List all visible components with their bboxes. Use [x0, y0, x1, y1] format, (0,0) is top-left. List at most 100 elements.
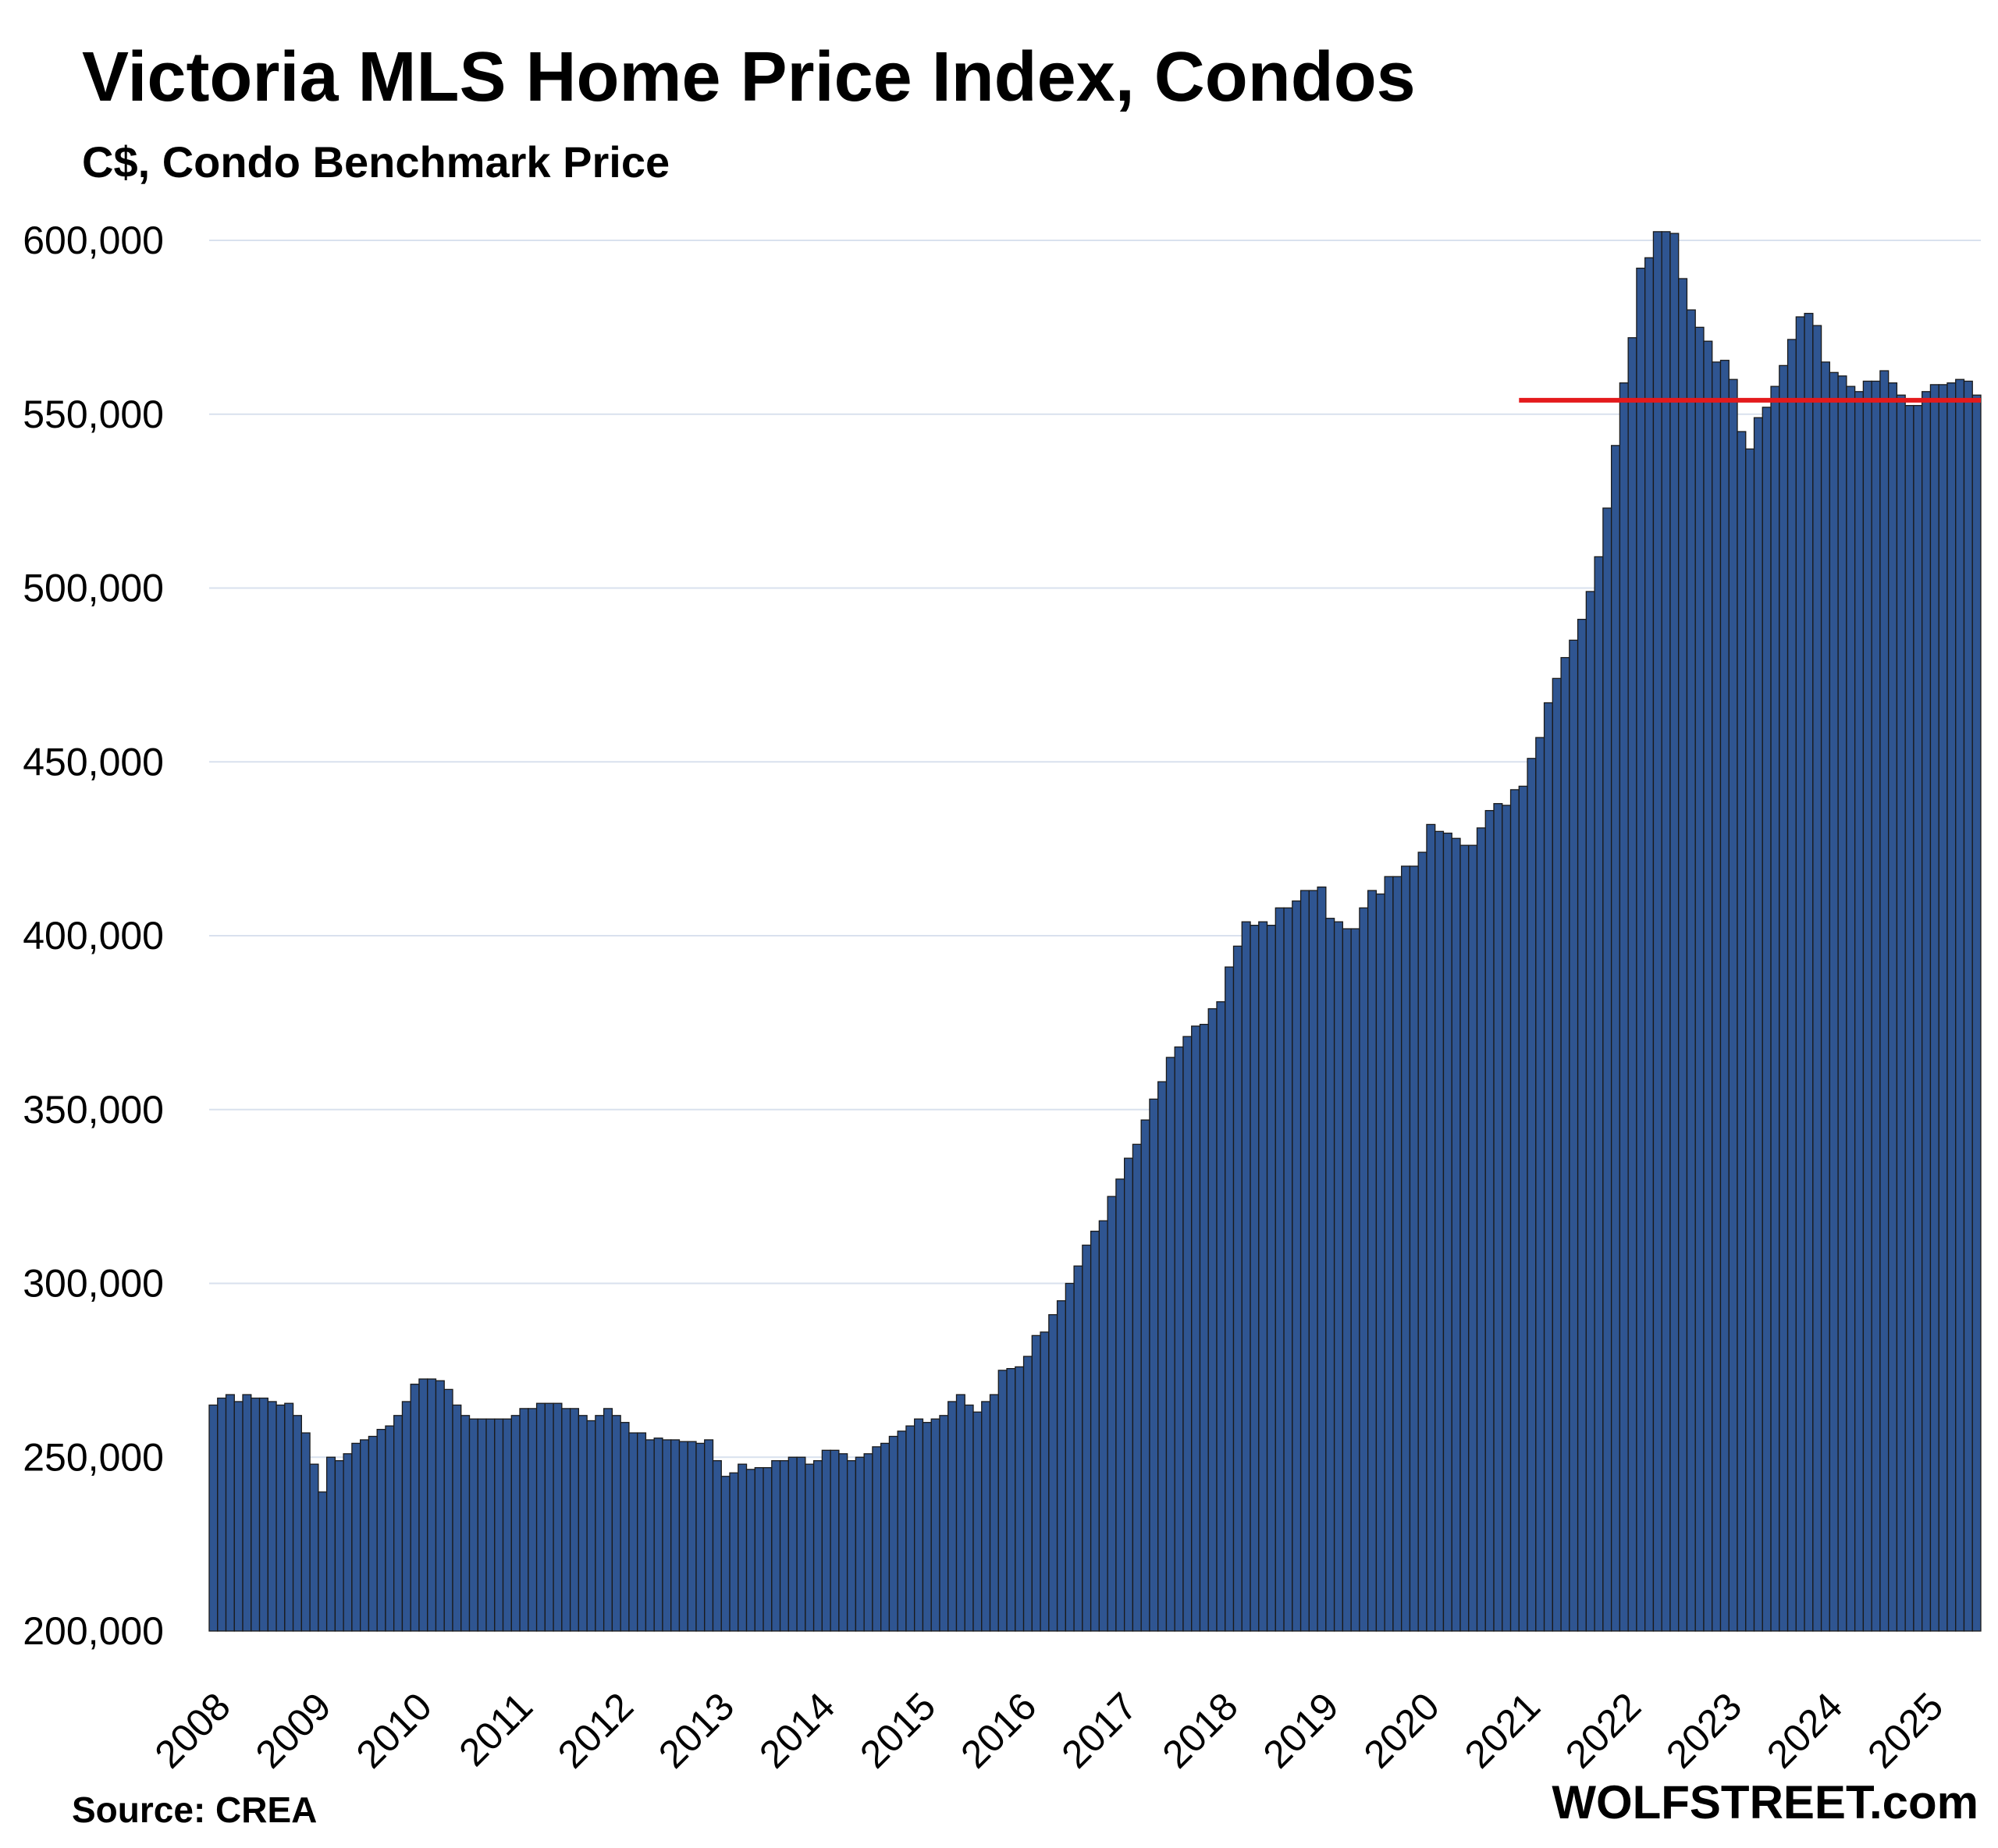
bar [1207, 1008, 1218, 1632]
bar [1451, 837, 1461, 1632]
bar [1728, 378, 1738, 1632]
bar [1199, 1023, 1209, 1632]
bar [1678, 278, 1688, 1632]
bar [1140, 1119, 1150, 1632]
bar [754, 1466, 764, 1632]
bar [569, 1408, 580, 1632]
bars [208, 231, 1982, 1632]
bar [1535, 737, 1545, 1632]
bar [1065, 1282, 1075, 1632]
bar [704, 1439, 714, 1632]
bar [1737, 431, 1747, 1632]
bar [1669, 233, 1680, 1632]
bar [1031, 1334, 1041, 1632]
x-tick-label: 2015 [851, 1684, 944, 1776]
bar [393, 1415, 404, 1632]
bar [1082, 1244, 1092, 1632]
bar [1509, 789, 1520, 1632]
bar [1056, 1300, 1066, 1632]
bar [1862, 380, 1872, 1632]
bar [1518, 785, 1528, 1632]
bar [1216, 1000, 1226, 1632]
bar [771, 1460, 781, 1632]
bar [1661, 231, 1671, 1632]
bar [1225, 966, 1235, 1632]
bar [637, 1432, 647, 1632]
bar [989, 1394, 999, 1632]
bar [1913, 404, 1923, 1632]
bar [1157, 1081, 1168, 1632]
bar [1182, 1036, 1193, 1632]
bar [1442, 832, 1452, 1632]
x-tick-label: 2008 [147, 1684, 239, 1776]
bar [1435, 830, 1445, 1632]
bar [1946, 382, 1957, 1632]
bar [662, 1439, 672, 1632]
bar [830, 1449, 840, 1632]
bar [318, 1491, 328, 1632]
bar [1342, 928, 1352, 1632]
bar [502, 1418, 512, 1632]
bar [1232, 945, 1243, 1632]
bar [410, 1384, 420, 1632]
bar [838, 1453, 848, 1632]
bar [276, 1404, 286, 1632]
bar [1922, 391, 1932, 1632]
bar [1712, 361, 1722, 1632]
bar [745, 1469, 755, 1632]
bar [695, 1442, 706, 1632]
x-tick-label: 2016 [952, 1684, 1044, 1776]
bar [1367, 890, 1378, 1632]
bar [712, 1460, 722, 1632]
bar [376, 1428, 386, 1632]
bar [427, 1378, 437, 1632]
bar [343, 1453, 353, 1632]
chart-title: Victoria MLS Home Price Index, Condos [82, 38, 1416, 116]
bar [1426, 823, 1436, 1632]
bar [846, 1460, 857, 1632]
bar [1779, 364, 1789, 1632]
bar [1299, 890, 1310, 1632]
bar [905, 1425, 915, 1632]
bar [528, 1408, 538, 1632]
x-tick-label: 2017 [1053, 1684, 1145, 1776]
bar [300, 1432, 311, 1632]
bar [645, 1439, 655, 1632]
bar [1375, 893, 1385, 1632]
bar [972, 1411, 983, 1632]
bar [1577, 618, 1587, 1632]
bar [1048, 1313, 1058, 1632]
x-tick-label: 2014 [751, 1684, 843, 1776]
bar [1929, 384, 1939, 1632]
x-tick-label: 2020 [1356, 1684, 1448, 1776]
bar [1124, 1157, 1134, 1632]
bar [620, 1422, 630, 1632]
x-tick-label: 2023 [1658, 1684, 1750, 1776]
x-tick-label: 2021 [1456, 1684, 1548, 1776]
bar [359, 1439, 370, 1632]
bar [460, 1415, 471, 1632]
bar [251, 1397, 261, 1632]
bar [1938, 384, 1948, 1632]
bar [1308, 890, 1318, 1632]
bar [485, 1418, 496, 1632]
y-axis: 200,000 250,000 300,000 350,000 400,000 450,0… [23, 219, 164, 1653]
bar [1073, 1265, 1083, 1632]
bar [1476, 827, 1486, 1632]
bar [796, 1456, 806, 1632]
x-tick-label: 2025 [1859, 1684, 1951, 1776]
bar [1484, 809, 1495, 1632]
bar [553, 1402, 563, 1632]
bar [779, 1460, 789, 1632]
bar [494, 1418, 504, 1632]
bar [1703, 340, 1713, 1632]
bar [880, 1442, 891, 1632]
bar [964, 1404, 974, 1632]
bar [930, 1418, 940, 1632]
bar [1795, 316, 1805, 1632]
bar [225, 1394, 235, 1632]
y-tick-label: 350,000 [23, 1088, 164, 1132]
bar [468, 1418, 478, 1632]
bar [1829, 371, 1839, 1632]
bar [1384, 876, 1394, 1632]
